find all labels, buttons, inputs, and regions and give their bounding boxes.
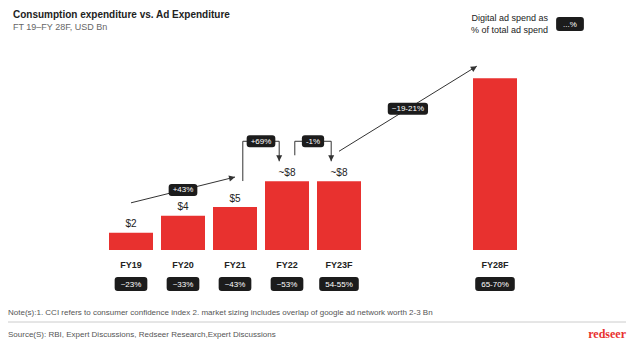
svg-text:$2: $2 — [125, 218, 137, 229]
svg-text:...%: ...% — [563, 20, 577, 29]
svg-text:FY20: FY20 — [172, 260, 194, 270]
svg-text:65-70%: 65-70% — [481, 280, 509, 289]
svg-text:$5: $5 — [229, 193, 241, 204]
svg-text:~$8: ~$8 — [331, 167, 348, 178]
svg-text:~53%: ~53% — [277, 280, 298, 289]
svg-text:Source(S): RBI, Expert Discuss: Source(S): RBI, Expert Discussions, Reds… — [8, 330, 276, 339]
svg-text:Note(s):1. CCI refers to consu: Note(s):1. CCI refers to consumer confid… — [8, 308, 433, 317]
svg-text:~19-21%: ~19-21% — [392, 104, 424, 113]
svg-text:FY19: FY19 — [120, 260, 142, 270]
svg-text:FY23F: FY23F — [325, 260, 353, 270]
svg-text:FY21: FY21 — [224, 260, 246, 270]
svg-text:FT 19–FY 28F, USD Bn: FT 19–FY 28F, USD Bn — [13, 22, 107, 32]
svg-text:redseer: redseer — [588, 327, 626, 341]
svg-text:~23%: ~23% — [121, 280, 142, 289]
svg-text:% of total ad spend: % of total ad spend — [471, 25, 548, 35]
svg-text:-1%: -1% — [306, 137, 320, 146]
svg-text:~43%: ~43% — [225, 280, 246, 289]
svg-text:Digital ad spend as: Digital ad spend as — [471, 13, 548, 23]
svg-text:54-55%: 54-55% — [325, 280, 353, 289]
svg-text:Consumption expenditure vs. Ad: Consumption expenditure vs. Ad Expenditu… — [13, 9, 230, 20]
svg-text:+69%: +69% — [251, 137, 272, 146]
svg-text:FY22: FY22 — [276, 260, 298, 270]
svg-text:+43%: +43% — [173, 185, 194, 194]
svg-text:~$8: ~$8 — [279, 167, 296, 178]
svg-text:FY28F: FY28F — [481, 260, 509, 270]
svg-text:~33%: ~33% — [173, 280, 194, 289]
svg-text:$4: $4 — [177, 201, 189, 212]
